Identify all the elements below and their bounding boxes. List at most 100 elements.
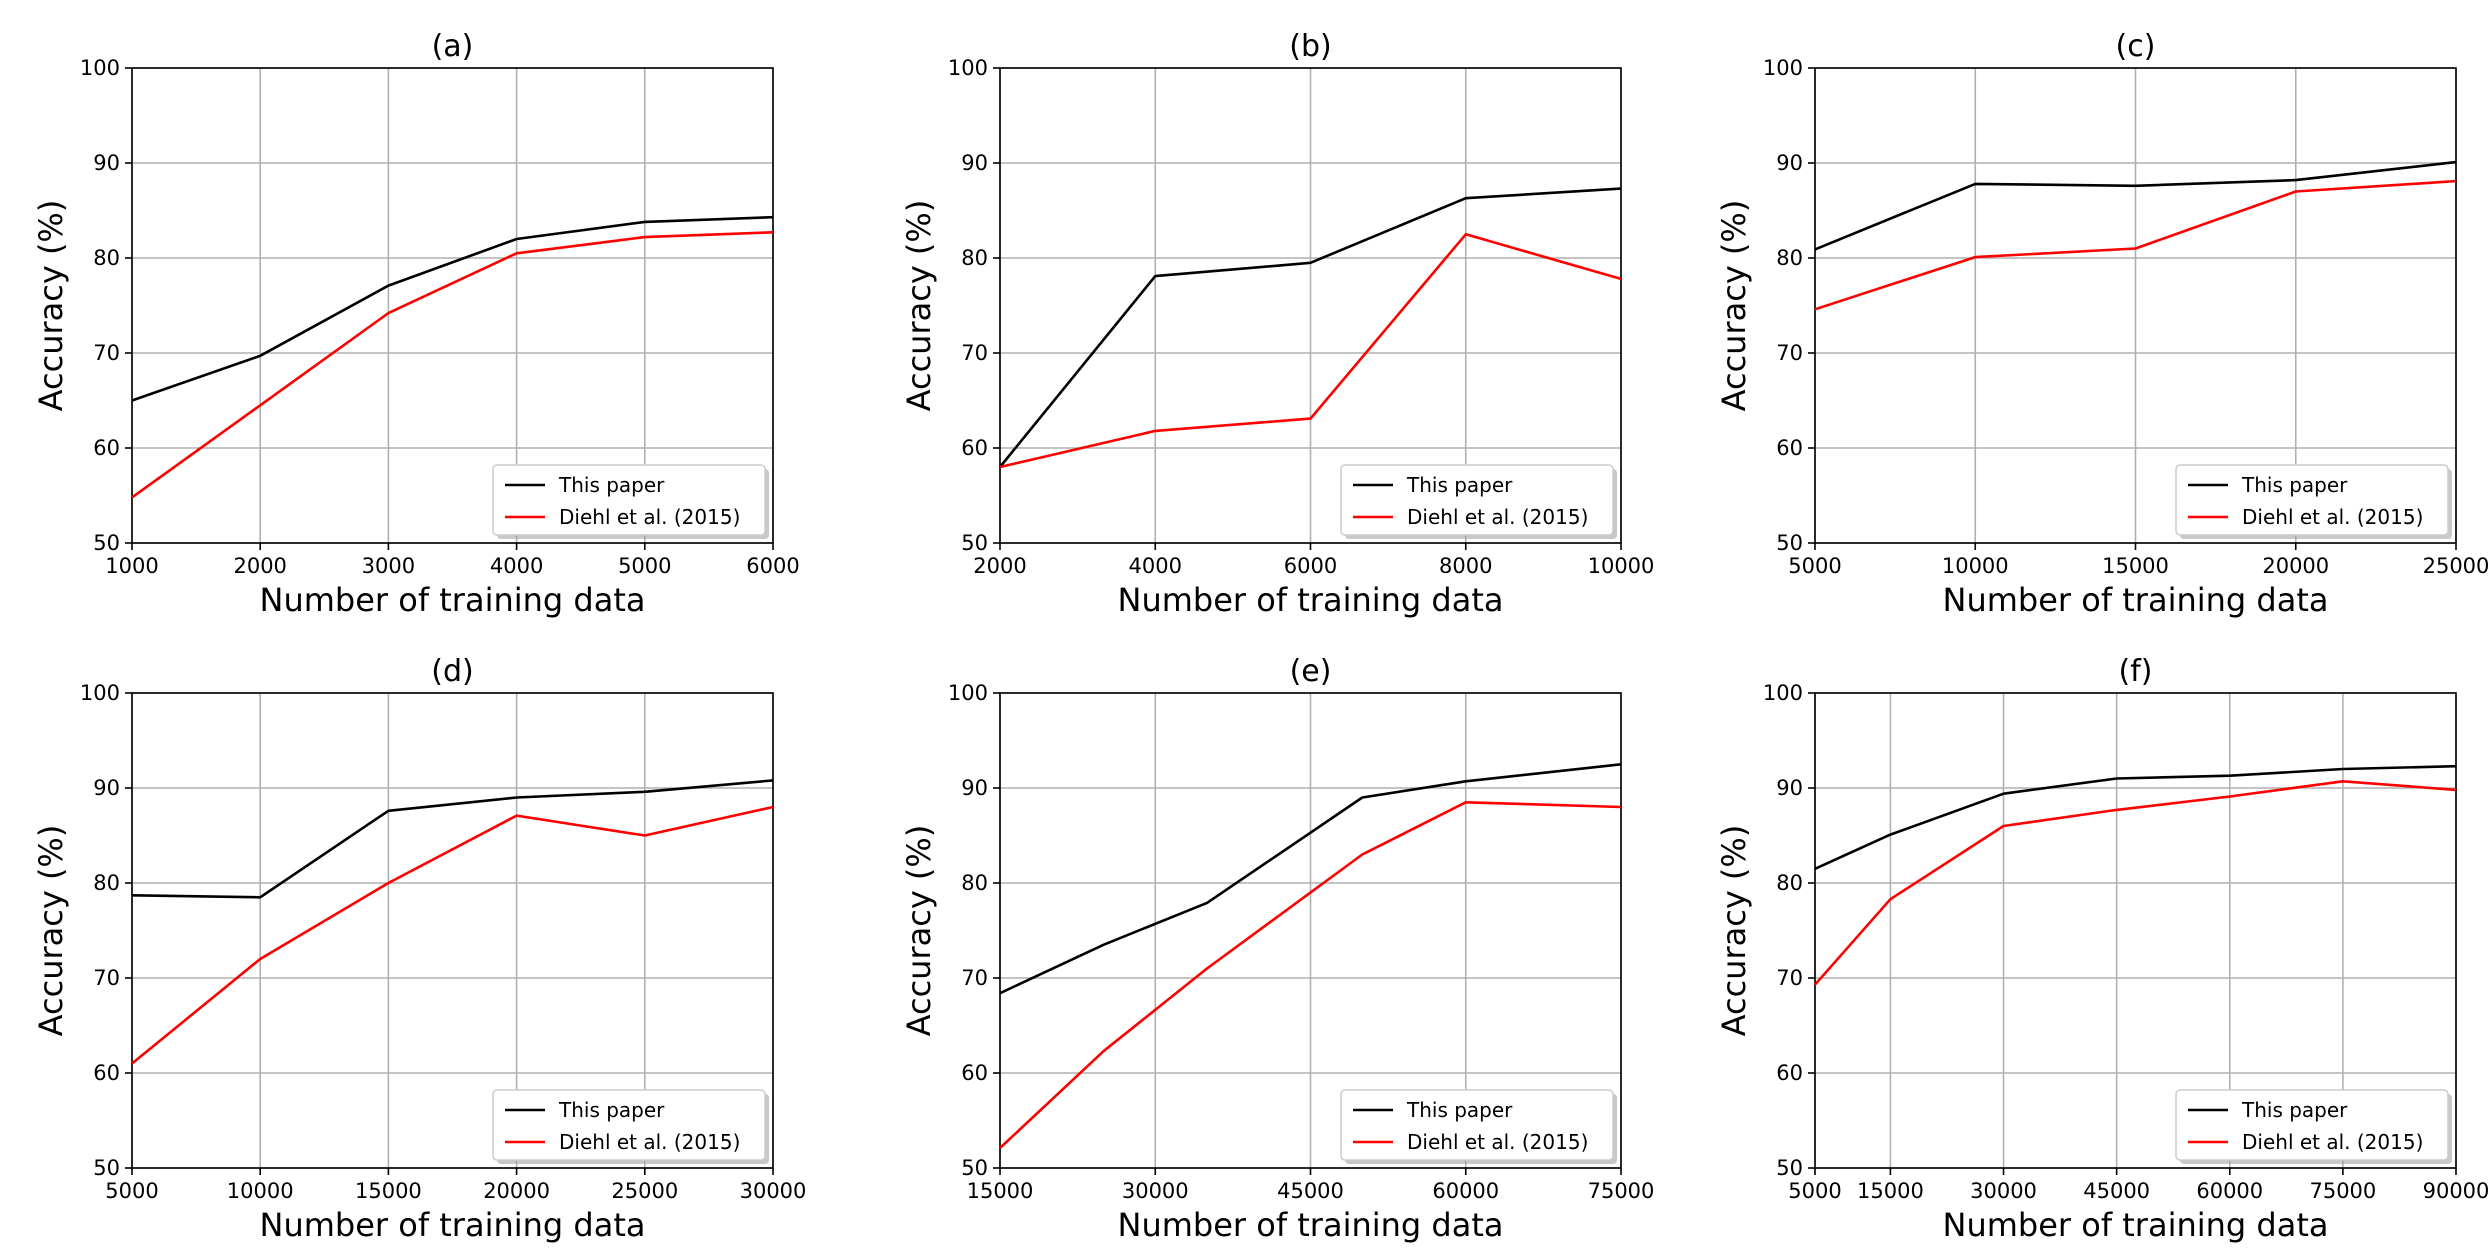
x-tick-label: 2000	[973, 554, 1026, 578]
series-line-1	[999, 800, 1622, 1149]
y-tick-label: 80	[1776, 871, 1803, 895]
legend: This paper Diehl et al. (2015)	[2175, 464, 2452, 539]
x-tick-label: 45000	[1277, 1179, 1344, 1203]
y-tick-label: 70	[93, 341, 120, 365]
legend: This paper Diehl et al. (2015)	[2175, 1089, 2452, 1164]
y-tick-label: 90	[93, 776, 120, 800]
y-tick-label: 100	[948, 681, 988, 705]
legend: This paper Diehl et al. (2015)	[492, 464, 769, 539]
x-tick-label: 15000	[1857, 1179, 1924, 1203]
y-tick-label: 100	[80, 681, 120, 705]
panel-d: 5000 10000 15000 20000 25000 30000 50 60 70 80 90 1…	[32, 654, 806, 1244]
legend-box	[492, 1089, 766, 1161]
x-tick-label: 60000	[2196, 1179, 2263, 1203]
panel-title: (d)	[431, 654, 473, 689]
x-tick-label: 1000	[105, 554, 158, 578]
y-tick-label: 100	[80, 56, 120, 80]
legend: This paper Diehl et al. (2015)	[1340, 1089, 1617, 1164]
y-tick-label: 50	[1776, 531, 1803, 555]
y-tick-label: 70	[93, 966, 120, 990]
legend-label-1: Diehl et al. (2015)	[1407, 505, 1588, 529]
series-line-1	[1814, 779, 2457, 986]
x-tick-label: 60000	[1432, 1179, 1499, 1203]
x-tick-label: 10000	[1942, 554, 2009, 578]
panel-a: 1000 2000 3000 4000 5000 6000 50 60 70 80 90 100 (a)…	[32, 29, 800, 619]
y-tick-label: 80	[93, 246, 120, 270]
y-tick-label: 80	[93, 871, 120, 895]
x-axis-label: Number of training data	[260, 1206, 646, 1244]
x-tick-label: 10000	[1588, 554, 1655, 578]
panel-b: 2000 4000 6000 8000 10000 50 60 70 80 90 100 (b) Num…	[900, 29, 1654, 619]
y-axis-label: Accuracy (%)	[1715, 825, 1753, 1037]
x-tick-label: 15000	[2102, 554, 2169, 578]
x-axis-label: Number of training data	[1118, 581, 1504, 619]
y-tick-label: 90	[961, 776, 988, 800]
y-axis-label: Accuracy (%)	[900, 825, 938, 1037]
x-axis-label: Number of training data	[1118, 1206, 1504, 1244]
x-tick-label: 6000	[1284, 554, 1337, 578]
x-tick-label: 5000	[105, 1179, 158, 1203]
legend: This paper Diehl et al. (2015)	[1340, 464, 1617, 539]
x-tick-label: 3000	[362, 554, 415, 578]
y-tick-label: 90	[1776, 776, 1803, 800]
x-tick-label: 6000	[746, 554, 799, 578]
y-axis-label: Accuracy (%)	[900, 200, 938, 412]
legend-label-0: This paper	[2241, 1098, 2348, 1122]
x-tick-label: 25000	[611, 1179, 678, 1203]
x-tick-label: 30000	[1122, 1179, 1189, 1203]
legend-label-1: Diehl et al. (2015)	[559, 1130, 740, 1154]
y-tick-label: 60	[1776, 436, 1803, 460]
series-line-0	[131, 779, 774, 899]
x-tick-label: 4000	[490, 554, 543, 578]
y-tick-label: 50	[1776, 1156, 1803, 1180]
plot-frame	[1814, 692, 2457, 1169]
series-line-1	[131, 231, 774, 499]
panel-title: (b)	[1289, 29, 1331, 64]
x-tick-label: 15000	[355, 1179, 422, 1203]
legend-box	[1340, 464, 1614, 536]
y-tick-label: 50	[961, 531, 988, 555]
legend-label-0: This paper	[558, 473, 665, 497]
x-tick-label: 2000	[233, 554, 286, 578]
legend-label-0: This paper	[1406, 473, 1513, 497]
panel-f: 5000 15000 30000 45000 60000 75000 90000 50 60 70…	[1715, 654, 2489, 1244]
y-tick-label: 60	[961, 1061, 988, 1085]
panel-title: (e)	[1290, 654, 1332, 689]
legend-box	[1340, 1089, 1614, 1161]
series-line-0	[131, 215, 774, 402]
y-tick-label: 70	[1776, 341, 1803, 365]
y-axis-label: Accuracy (%)	[32, 200, 70, 412]
y-tick-label: 80	[961, 871, 988, 895]
y-tick-label: 80	[1776, 246, 1803, 270]
legend-label-1: Diehl et al. (2015)	[2242, 505, 2423, 529]
x-tick-label: 90000	[2423, 1179, 2490, 1203]
y-tick-label: 60	[1776, 1061, 1803, 1085]
y-tick-label: 100	[1763, 56, 1803, 80]
y-tick-label: 60	[93, 1061, 120, 1085]
y-tick-label: 50	[93, 1156, 120, 1180]
x-tick-label: 5000	[1788, 554, 1841, 578]
x-tick-label: 30000	[740, 1179, 807, 1203]
y-tick-label: 70	[1776, 966, 1803, 990]
legend-label-1: Diehl et al. (2015)	[559, 505, 740, 529]
y-tick-label: 90	[93, 151, 120, 175]
panel-e: 15000 30000 45000 60000 75000 50 60 70 80 90 100 (e…	[900, 654, 1654, 1244]
x-tick-label: 45000	[2083, 1179, 2150, 1203]
panel-title: (f)	[2119, 654, 2153, 689]
panel-c: 5000 10000 15000 20000 25000 50 60 70 80 90 100 (c)…	[1715, 29, 2489, 619]
x-axis-label: Number of training data	[1943, 581, 2329, 619]
series-line-1	[999, 233, 1622, 469]
legend-box	[492, 464, 766, 536]
x-tick-label: 30000	[1970, 1179, 2037, 1203]
legend: This paper Diehl et al. (2015)	[492, 1089, 769, 1164]
y-tick-label: 60	[961, 436, 988, 460]
y-tick-label: 90	[961, 151, 988, 175]
y-tick-label: 80	[961, 246, 988, 270]
legend-label-0: This paper	[558, 1098, 665, 1122]
x-tick-label: 75000	[1588, 1179, 1655, 1203]
x-tick-label: 20000	[2262, 554, 2329, 578]
x-axis-label: Number of training data	[1943, 1206, 2329, 1244]
x-tick-label: 75000	[2309, 1179, 2376, 1203]
y-tick-label: 100	[948, 56, 988, 80]
x-tick-label: 10000	[227, 1179, 294, 1203]
